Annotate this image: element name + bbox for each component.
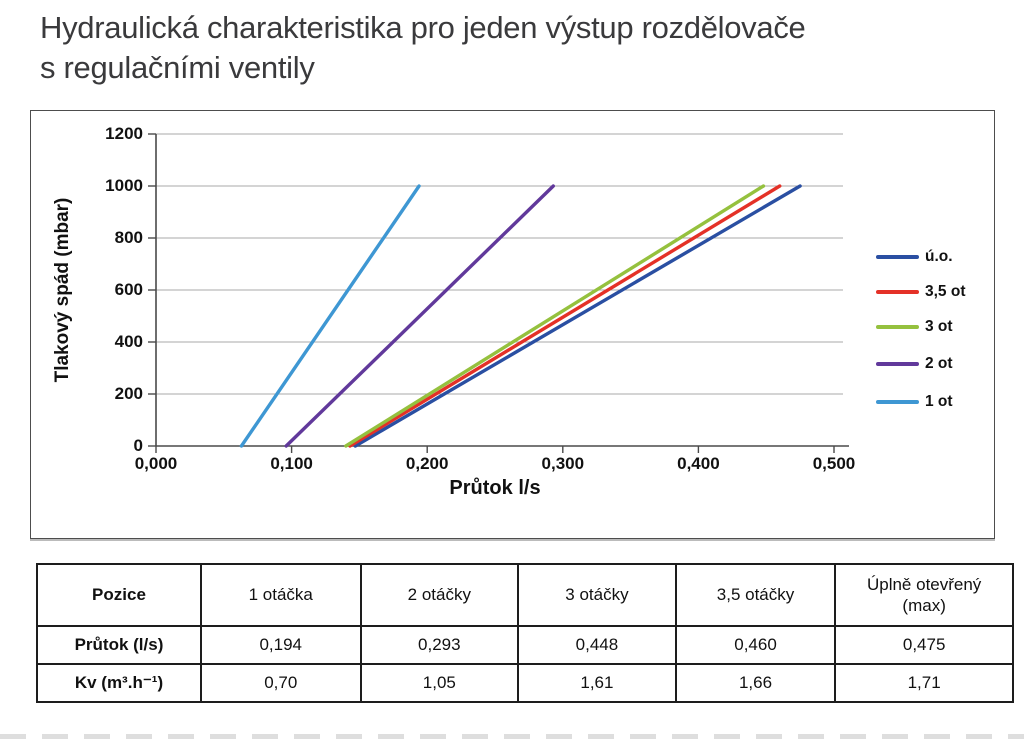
series-line-1 ot	[239, 184, 421, 448]
y-tick-400: 400	[114, 332, 143, 351]
legend-entry-uo: ú.o.	[876, 247, 953, 267]
table-header-2otacky: 2 otáčky	[359, 563, 520, 627]
legend-entry-2ot: 2 ot	[876, 354, 953, 374]
kv-value-max: 1,71	[834, 663, 1014, 703]
y-tick-1000: 1000	[105, 176, 143, 195]
row-label-kv: Kv (m³.h⁻¹)	[36, 663, 202, 703]
x-tick-0400: 0,400	[677, 454, 720, 473]
series-line-3 ot	[344, 184, 766, 448]
x-tick-0300: 0,300	[541, 454, 585, 473]
prutok-value-max: 0,475	[834, 625, 1014, 665]
y-axis-title: Tlakový spád (mbar)	[52, 197, 73, 383]
table-header-pozice: Pozice	[36, 563, 202, 627]
legend-swatch-35ot	[876, 289, 919, 295]
page-title-line2: s regulačními ventily	[40, 50, 315, 85]
table-row-kv: Kv (m³.h⁻¹) 0,70 1,05 1,61 1,66 1,71	[36, 663, 1014, 703]
x-tick-0500: 0,500	[812, 454, 856, 473]
kv-value-3ot: 1,61	[517, 663, 677, 703]
legend-entry-3ot: 3 ot	[876, 317, 953, 337]
legend-label-3ot: 3 ot	[925, 318, 953, 335]
page-title-line1: Hydraulická charakteristika pro jeden vý…	[40, 10, 806, 45]
x-tick-0000: 0,000	[134, 454, 178, 473]
page-title: Hydraulická charakteristika pro jeden vý…	[40, 8, 806, 88]
chart-panel: 0 200 400 600 800 1000 1200 0,000 0,100 …	[30, 110, 995, 539]
valve-position-table: Pozice 1 otáčka 2 otáčky 3 otáčky 3,5 ot…	[36, 563, 1014, 703]
legend-label-1ot: 1 ot	[925, 393, 953, 410]
y-tick-800: 800	[114, 228, 143, 247]
y-tick-0: 0	[133, 436, 143, 455]
y-tick-1200: 1200	[105, 124, 143, 143]
table-header-3otacky: 3 otáčky	[517, 563, 677, 627]
table-header-row: Pozice 1 otáčka 2 otáčky 3 otáčky 3,5 ot…	[36, 563, 1014, 627]
prutok-value-35ot: 0,460	[674, 625, 837, 665]
legend-entry-1ot: 1 ot	[876, 392, 953, 412]
legend-swatch-3ot	[876, 324, 919, 330]
series-line-2 ot	[284, 184, 556, 448]
kv-value-2ot: 1,05	[359, 663, 520, 703]
kv-value-35ot: 1,66	[674, 663, 837, 703]
y-tick-200: 200	[114, 384, 143, 403]
series-line-ú.o.	[353, 184, 802, 448]
legend-swatch-2ot	[876, 361, 919, 367]
y-tick-marks	[148, 133, 156, 447]
legend-label-2ot: 2 ot	[925, 355, 953, 372]
prutok-value-3ot: 0,448	[517, 625, 677, 665]
series-line-3,5 ot	[348, 184, 782, 448]
scan-artifact-strip	[0, 734, 1024, 739]
kv-value-1ot: 0,70	[199, 663, 362, 703]
legend-entry-35ot: 3,5 ot	[876, 282, 965, 302]
table-header-35otacky: 3,5 otáčky	[674, 563, 837, 627]
prutok-value-2ot: 0,293	[359, 625, 520, 665]
y-tick-600: 600	[114, 280, 143, 299]
chart-plot	[148, 133, 849, 453]
legend-label-35ot: 3,5 ot	[925, 283, 966, 300]
legend-swatch-1ot	[876, 399, 919, 405]
table-row-prutok: Průtok (l/s) 0,194 0,293 0,448 0,460 0,4…	[36, 625, 1014, 665]
legend-label-uo: ú.o.	[925, 248, 953, 265]
x-tick-0100: 0,100	[270, 454, 313, 473]
row-label-prutok: Průtok (l/s)	[36, 625, 202, 665]
table-header-max: Úplně otevřený (max)	[834, 563, 1014, 627]
x-axis-title: Průtok l/s	[449, 477, 541, 499]
gridlines	[156, 133, 843, 395]
prutok-value-1ot: 0,194	[199, 625, 362, 665]
legend-swatch-uo	[876, 254, 919, 260]
x-tick-0200: 0,200	[405, 454, 449, 473]
table-header-1otacka: 1 otáčka	[199, 563, 362, 627]
x-tick-marks	[155, 446, 835, 453]
series-lines	[239, 184, 802, 448]
